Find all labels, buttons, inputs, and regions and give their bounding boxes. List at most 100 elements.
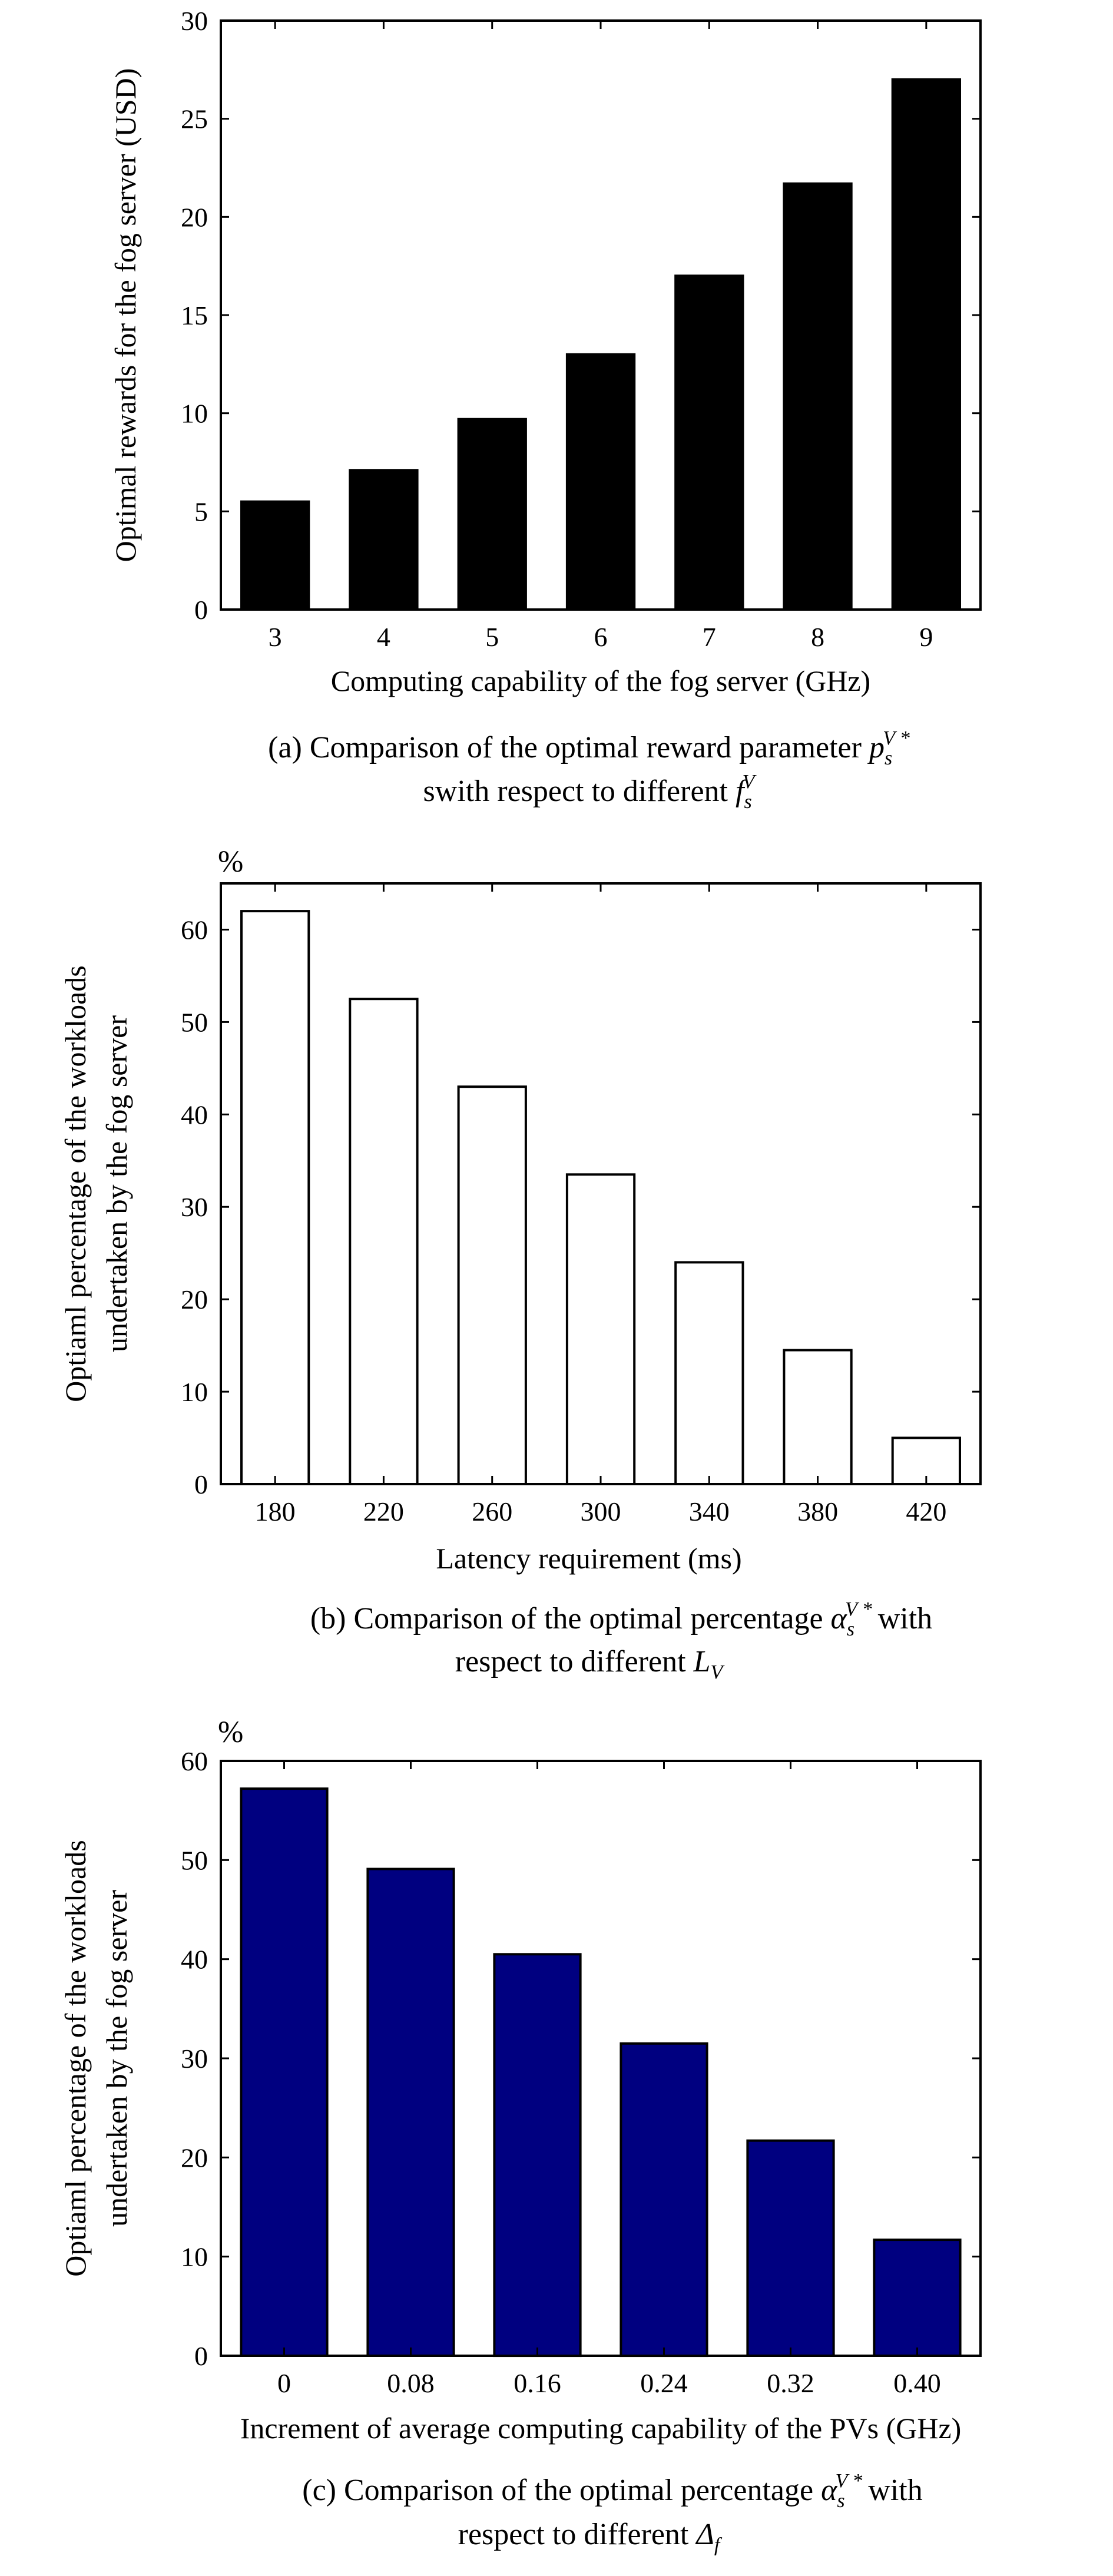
panel-a-x-tick-label: 5 <box>485 622 499 652</box>
panel-a-x-tick-label: 3 <box>269 622 282 652</box>
panel-c-bar-0.16 <box>493 1953 582 2358</box>
panel-a-y-tick-label: 15 <box>181 300 208 330</box>
panel-b-caption-symbol-sup: V * <box>845 1598 872 1620</box>
panel-c-y-tick-label: 60 <box>181 1746 208 1776</box>
panel-a-caption-line-2: swith respect to different fsV <box>423 771 757 813</box>
panel-c-y-axis-label-line-2: undertaken by the fog server <box>100 1890 133 2227</box>
panel-a-x-ticks: 3 4 5 6 7 8 9 <box>269 21 933 652</box>
panel-a-caption-symbol: p <box>862 731 885 764</box>
panel-b-y-tick-label: 50 <box>181 1007 208 1037</box>
panel-b-x-tick-label: 380 <box>797 1496 838 1527</box>
panel-b-caption-text-2: respect to different <box>455 1645 686 1678</box>
panel-b-caption-symbol: α <box>823 1602 848 1635</box>
panel-a-caption-symbol-2-sup: V <box>743 771 757 793</box>
panel-c-chart: % 0 10 20 30 40 50 60 0 0.08 0.16 0.24 0.32 0.40 Op… <box>59 1716 982 2556</box>
panel-c-bar-0 <box>240 1787 329 2358</box>
panel-b-x-tick-label: 180 <box>255 1496 296 1527</box>
panel-b-caption-line-2: respect to different LV <box>455 1645 726 1683</box>
panel-a-x-tick-label: 7 <box>703 622 716 652</box>
panel-b-x-tick-label: 220 <box>363 1496 404 1527</box>
panel-c-caption-symbol-sup: V * <box>836 2470 863 2492</box>
panel-c-caption-symbol-2: Δ <box>688 2518 714 2551</box>
panel-b-y-axis-label-line-2: undertaken by the fog server <box>100 1015 133 1352</box>
panel-a-y-ticks: 0 5 10 15 20 25 30 <box>181 6 980 625</box>
panel-a-x-tick-label: 8 <box>811 622 824 652</box>
panel-c-y-tick-label: 20 <box>181 2143 208 2173</box>
panel-c-x-tick-label: 0.08 <box>387 2368 435 2398</box>
panel-b-caption-line-1: (b) Comparison of the optimal percentage… <box>310 1598 932 1640</box>
panel-a-bar-9 <box>891 78 961 611</box>
panel-b-bar-340 <box>674 1261 744 1485</box>
panel-b-y-tick-label: 60 <box>181 915 208 945</box>
panel-a-x-tick-label: 6 <box>594 622 608 652</box>
panel-c-x-tick-label: 0 <box>277 2368 291 2398</box>
panel-c-bar-0.08 <box>366 1868 455 2357</box>
panel-c-caption-symbol-sub: s <box>837 2490 844 2512</box>
panel-b-y-tick-label: 10 <box>181 1377 208 1407</box>
panel-c-plot-frame <box>220 1760 982 2357</box>
panel-a-x-axis-label: Computing capability of the fog server (… <box>331 664 870 697</box>
panel-a-bar-6 <box>565 353 636 611</box>
panel-a-bars <box>240 78 961 611</box>
panel-a-bar-7 <box>674 274 744 611</box>
panel-b-chart: % 0 10 20 30 40 50 60 180 220 260 300 340 380 420 Op… <box>59 845 982 1683</box>
panel-b-y-tick-label: 20 <box>181 1284 208 1315</box>
panel-a-y-tick-label: 20 <box>181 202 208 232</box>
panel-c-caption-line-1: (c) Comparison of the optimal percentage… <box>302 2470 922 2512</box>
panel-b-y-tick-label: 40 <box>181 1100 208 1130</box>
panel-c-bar-0.32 <box>746 2139 835 2357</box>
panel-c-caption-text-2: respect to different <box>458 2518 689 2551</box>
panel-c-caption-symbol: α <box>813 2474 838 2507</box>
panel-a-caption-text-2: swith respect to different <box>423 774 728 808</box>
panel-c-x-axis-label: Increment of average computing capabilit… <box>240 2412 962 2445</box>
panel-c-unit-label: % <box>218 1716 243 1749</box>
panel-b-bar-260 <box>457 1085 527 1485</box>
panel-c-bar-0.24 <box>620 2042 708 2358</box>
panel-c-y-tick-label: 30 <box>181 2044 208 2074</box>
panel-c-caption-line-2: respect to different Δf <box>458 2518 723 2556</box>
panel-b-caption-symbol-2-sub: V <box>710 1661 725 1683</box>
panel-b-y-axis-label-line-1: Optiaml percentage of the workloads <box>59 965 92 1402</box>
panel-a-caption-symbol-sub: s <box>885 747 892 769</box>
panel-b-x-tick-label: 260 <box>472 1496 512 1527</box>
panel-b-bars <box>240 910 961 1486</box>
panel-c-x-tick-label: 0.24 <box>640 2368 688 2398</box>
panel-c-y-ticks: 0 10 20 30 40 50 60 <box>181 1746 980 2371</box>
panel-b-caption-tail: with <box>878 1602 932 1635</box>
panel-c-y-tick-label: 0 <box>194 2341 208 2371</box>
panel-b-x-axis-label: Latency requirement (ms) <box>436 1542 741 1575</box>
panel-a-y-axis-label: Optimal rewards for the fog server (USD) <box>109 68 142 562</box>
panel-a-y-tick-label: 30 <box>181 6 208 36</box>
panel-b-x-tick-label: 300 <box>581 1496 621 1527</box>
panel-a-bar-4 <box>349 469 419 611</box>
panel-b-y-tick-label: 0 <box>194 1469 208 1499</box>
panel-b-bar-380 <box>783 1349 853 1485</box>
panel-c-y-tick-label: 50 <box>181 1845 208 1875</box>
panel-b-caption-symbol-2: L <box>686 1645 711 1678</box>
panel-b-bar-180 <box>240 910 310 1485</box>
panel-b-caption-symbol-sub: s <box>847 1618 854 1640</box>
panel-a-caption-symbol-sup: V * <box>883 727 910 749</box>
panel-a-caption-line-1: (a) Comparison of the optimal reward par… <box>268 727 910 769</box>
panel-a-x-tick-label: 4 <box>377 622 390 652</box>
panel-b-caption-text: (b) Comparison of the optimal percentage <box>310 1602 823 1635</box>
panel-b-x-tick-label: 420 <box>906 1496 946 1527</box>
panel-b-bar-300 <box>565 1173 636 1486</box>
panel-a-chart: 0 5 10 15 20 25 30 3 4 5 6 7 8 9 Optimal rewards for… <box>109 6 982 813</box>
panel-c-x-ticks: 0 0.08 0.16 0.24 0.32 0.40 <box>277 1761 941 2398</box>
panel-a-bar-8 <box>783 182 853 611</box>
panel-b-unit-label: % <box>218 845 243 879</box>
panel-a-bar-3 <box>240 500 310 611</box>
panel-a-y-tick-label: 10 <box>181 399 208 429</box>
panel-a-caption-symbol-2-sub: s <box>744 791 751 813</box>
panel-c-y-tick-label: 10 <box>181 2242 208 2272</box>
panel-b-y-ticks: 0 10 20 30 40 50 60 <box>181 915 980 1499</box>
panel-a-x-tick-label: 9 <box>919 622 933 652</box>
panel-c-caption-text: (c) Comparison of the optimal percentage <box>302 2474 813 2507</box>
panel-a-bar-5 <box>457 418 527 611</box>
panel-c-x-tick-label: 0.40 <box>893 2368 941 2398</box>
panel-c-caption-symbol-2-sub: f <box>714 2534 723 2556</box>
panel-c-x-tick-label: 0.16 <box>514 2368 561 2398</box>
panel-c-bars <box>240 1787 962 2358</box>
